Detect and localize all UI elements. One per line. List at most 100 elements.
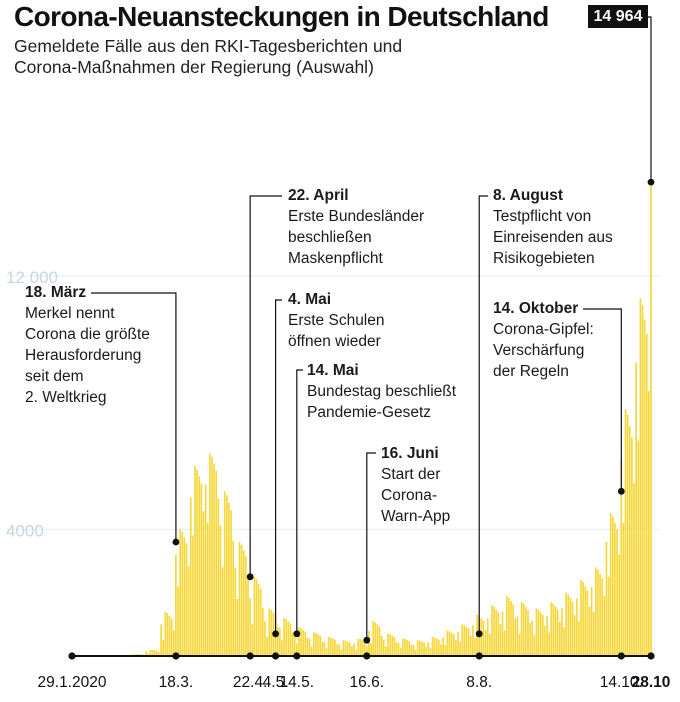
bar bbox=[444, 644, 447, 656]
annotation-leader-line bbox=[366, 452, 376, 641]
bar bbox=[270, 609, 273, 656]
bar bbox=[266, 636, 268, 656]
bar bbox=[215, 470, 218, 656]
bar bbox=[249, 598, 251, 656]
bar bbox=[283, 617, 285, 656]
bar bbox=[253, 576, 256, 656]
bar bbox=[531, 620, 534, 656]
bar bbox=[546, 615, 548, 656]
bar bbox=[550, 602, 553, 656]
bar bbox=[565, 592, 567, 656]
x-tick-label: 14.5. bbox=[280, 674, 314, 691]
bar bbox=[446, 630, 449, 656]
bar bbox=[397, 642, 400, 656]
bar bbox=[242, 550, 245, 656]
chart-subtitle-line-1: Gemeldete Fälle aus den RKI-Tagesbericht… bbox=[14, 36, 403, 56]
bar bbox=[332, 638, 334, 656]
x-tick-dot bbox=[475, 652, 483, 660]
bar bbox=[616, 529, 618, 656]
bar bbox=[389, 634, 391, 656]
bar bbox=[465, 626, 468, 656]
bar bbox=[641, 305, 644, 656]
bar bbox=[276, 627, 279, 656]
bar bbox=[289, 623, 292, 656]
bar bbox=[404, 639, 406, 656]
bar bbox=[503, 630, 506, 656]
bar bbox=[639, 298, 642, 656]
bar bbox=[380, 635, 383, 656]
bar bbox=[206, 522, 209, 656]
bar bbox=[160, 624, 162, 656]
bar bbox=[228, 502, 230, 656]
annotation-date: 14. Mai bbox=[307, 362, 359, 379]
bar bbox=[472, 625, 474, 656]
bar bbox=[584, 586, 587, 656]
annotation-date: 8. August bbox=[493, 187, 564, 204]
bar bbox=[455, 639, 457, 656]
bar bbox=[346, 641, 349, 656]
bar bbox=[211, 456, 213, 656]
bar bbox=[461, 624, 464, 656]
annotation-leader-line bbox=[478, 195, 488, 634]
bar bbox=[304, 631, 307, 656]
bar bbox=[336, 644, 338, 656]
bar bbox=[164, 611, 167, 656]
bar bbox=[230, 510, 232, 656]
event-marker bbox=[617, 487, 625, 495]
bar bbox=[620, 460, 623, 656]
bar bbox=[637, 440, 640, 656]
bar bbox=[145, 651, 148, 656]
bar bbox=[374, 622, 377, 656]
annotation-leader-line bbox=[91, 292, 177, 542]
bar bbox=[571, 601, 574, 656]
bar bbox=[512, 604, 514, 656]
bar bbox=[312, 632, 315, 656]
bar bbox=[522, 603, 525, 656]
annotation-date: 4. Mai bbox=[288, 291, 332, 308]
bar bbox=[319, 635, 321, 656]
bar bbox=[474, 638, 476, 656]
event-marker bbox=[363, 636, 371, 644]
bar bbox=[554, 606, 557, 656]
annotation-date: 18. März bbox=[25, 284, 87, 301]
bar bbox=[334, 639, 336, 656]
bar bbox=[518, 633, 521, 656]
bar bbox=[200, 483, 203, 656]
bar bbox=[255, 579, 258, 656]
bar bbox=[198, 476, 201, 656]
bar bbox=[501, 611, 504, 656]
annotation-text: Erste Bundesländer beschließen Maskenpfl… bbox=[288, 208, 425, 267]
bar bbox=[359, 639, 362, 656]
bar bbox=[580, 579, 582, 656]
bar bbox=[329, 637, 332, 656]
bar bbox=[202, 511, 205, 656]
bar bbox=[556, 609, 559, 656]
bar bbox=[510, 601, 512, 656]
bar bbox=[194, 465, 196, 656]
bar bbox=[406, 640, 408, 656]
bar bbox=[495, 609, 498, 656]
bar bbox=[349, 642, 351, 656]
annotation-leader-line bbox=[249, 195, 282, 577]
bar bbox=[480, 618, 483, 656]
event-marker bbox=[172, 538, 180, 546]
annotation-date: 22. April bbox=[288, 187, 349, 204]
annotation-leader-line bbox=[275, 299, 282, 634]
bar bbox=[221, 567, 224, 656]
y-tick-label: 4000 bbox=[6, 521, 44, 540]
bar bbox=[213, 463, 215, 656]
bar bbox=[317, 634, 319, 656]
x-tick-dot bbox=[617, 652, 625, 660]
bar bbox=[393, 636, 396, 656]
bar bbox=[295, 643, 298, 656]
bar bbox=[433, 637, 436, 656]
bar bbox=[508, 597, 510, 656]
bar bbox=[158, 652, 160, 656]
annotation-text: Corona-Gipfel: Verschärfung der Regeln bbox=[493, 321, 594, 380]
bar bbox=[539, 612, 542, 656]
x-tick-label: 22.4. bbox=[233, 674, 267, 691]
bar bbox=[567, 594, 570, 656]
bar bbox=[457, 632, 459, 656]
x-tick-dot bbox=[647, 652, 655, 660]
